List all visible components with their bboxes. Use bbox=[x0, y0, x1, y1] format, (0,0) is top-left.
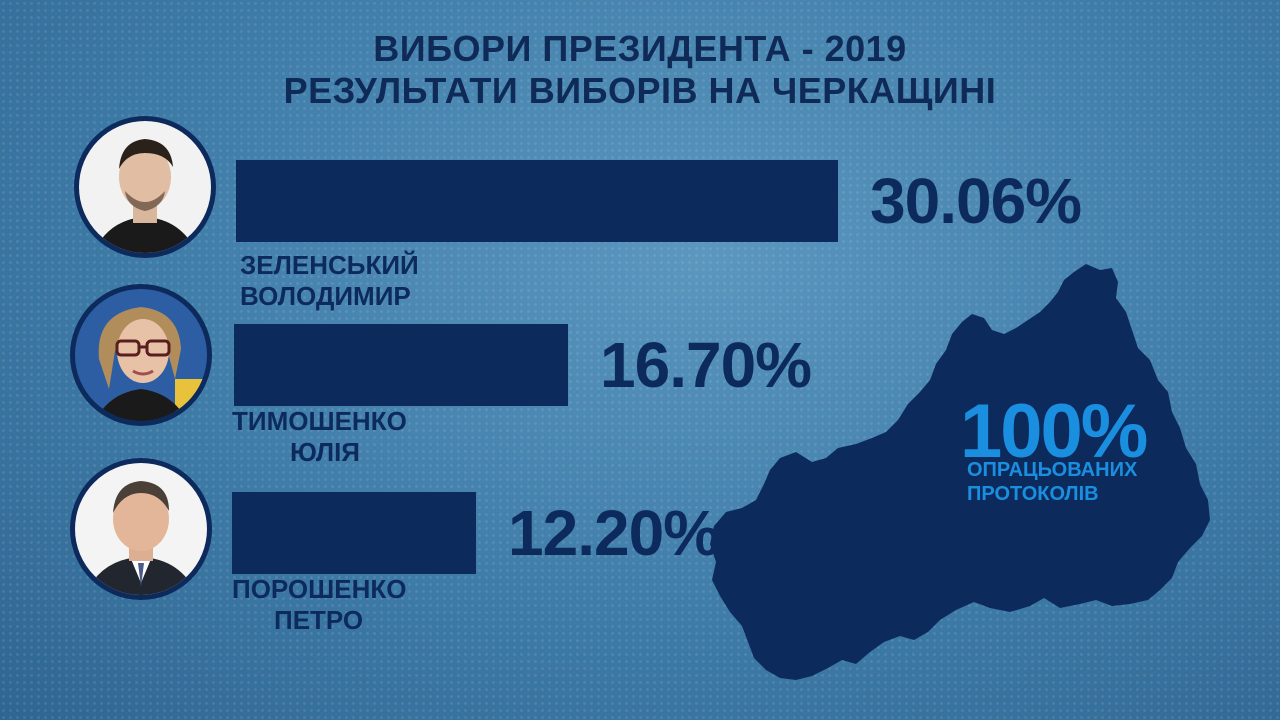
bar-tymoshenko bbox=[234, 324, 568, 406]
processed-caption-line2: ПРОТОКОЛІВ bbox=[967, 483, 1099, 505]
candidate-surname: ПОРОШЕНКО bbox=[232, 574, 407, 604]
candidate-name-zelensky: ЗЕЛЕНСЬКИЙ ВОЛОДИМИР bbox=[240, 250, 419, 312]
candidate-name-tymoshenko: ТИМОШЕНКО ЮЛІЯ bbox=[232, 406, 407, 468]
value-label-poroshenko: 12.20% bbox=[508, 497, 720, 569]
avatar-poroshenko bbox=[70, 458, 212, 600]
candidate-name-poroshenko: ПОРОШЕНКО ПЕТРО bbox=[232, 574, 406, 636]
processed-caption-line1: ОПРАЦЬОВАНИХ bbox=[967, 459, 1138, 481]
portrait-man-black-shirt-icon bbox=[79, 121, 211, 253]
value-label-zelensky: 30.06% bbox=[870, 165, 1082, 237]
avatar-zelensky bbox=[74, 116, 216, 258]
value-label-tymoshenko: 16.70% bbox=[600, 329, 812, 401]
candidate-surname: ТИМОШЕНКО bbox=[232, 406, 407, 436]
processed-caption: ОПРАЦЬОВАНИХ ПРОТОКОЛІВ bbox=[967, 458, 1137, 506]
candidate-first-name: ЮЛІЯ bbox=[290, 437, 360, 467]
portrait-woman-glasses-icon bbox=[75, 289, 207, 421]
candidate-first-name: ВОЛОДИМИР bbox=[240, 281, 411, 311]
bar-poroshenko bbox=[232, 492, 476, 574]
candidate-surname: ЗЕЛЕНСЬКИЙ bbox=[240, 250, 419, 280]
chart-title: ВИБОРИ ПРЕЗИДЕНТА - 2019 bbox=[373, 28, 907, 69]
chart-subtitle: РЕЗУЛЬТАТИ ВИБОРІВ НА ЧЕРКАЩИНІ bbox=[283, 70, 997, 111]
bar-zelensky bbox=[236, 160, 838, 242]
avatar-tymoshenko bbox=[70, 284, 212, 426]
portrait-man-suit-icon bbox=[75, 463, 207, 595]
candidate-first-name: ПЕТРО bbox=[274, 605, 364, 635]
processed-percent: 100% bbox=[960, 389, 1148, 474]
